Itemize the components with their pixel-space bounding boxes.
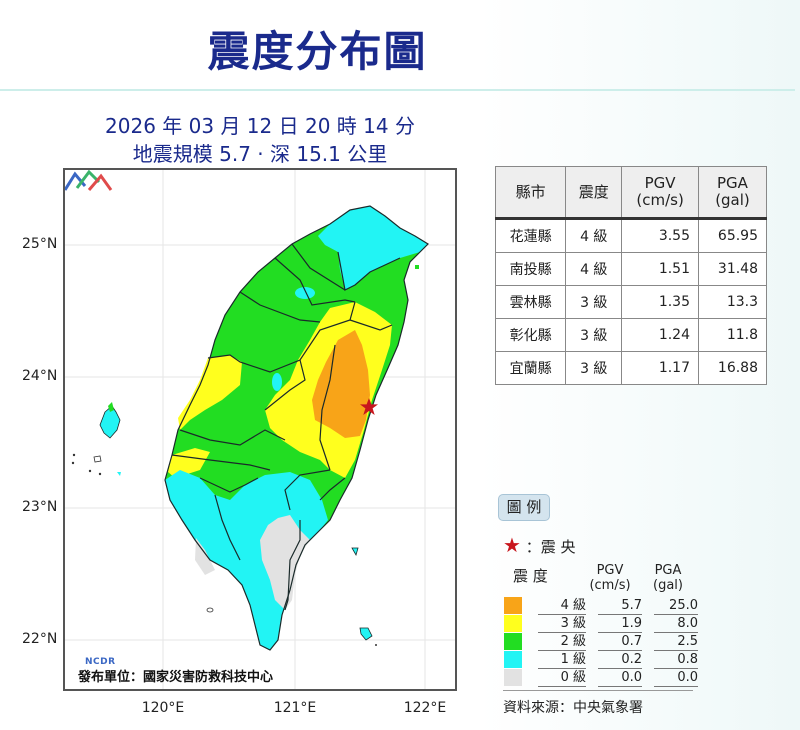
pgv-cell: 1.51 bbox=[621, 252, 699, 286]
legend-row-3: 3 級 1.9 8.0 bbox=[504, 615, 698, 633]
col-pga: PGA (gal) bbox=[697, 166, 768, 220]
lon-label-121: 121°E bbox=[273, 700, 317, 716]
pga-cell: 11.8 bbox=[697, 318, 768, 352]
legend-epicenter-label: ：震 央 bbox=[525, 538, 576, 556]
county-cell: 雲林縣 bbox=[494, 285, 567, 319]
legend-pgv: 0.7 bbox=[598, 633, 642, 651]
lon-label-122: 122°E bbox=[403, 700, 447, 716]
legend-pga: 0.8 bbox=[654, 651, 698, 669]
legend-swatch-orange bbox=[504, 597, 522, 614]
lat-label-23: 23°N bbox=[22, 499, 58, 515]
taiwan-intensity-map bbox=[65, 170, 455, 689]
legend-divider bbox=[503, 690, 693, 691]
epicenter-star-icon bbox=[360, 398, 378, 415]
legend-pgv: 5.7 bbox=[598, 597, 642, 615]
legend-row-4: 4 級 5.7 25.0 bbox=[504, 597, 698, 615]
legend-pgv: 1.9 bbox=[598, 615, 642, 633]
ncdr-logo-icon bbox=[65, 170, 113, 191]
pga-cell: 31.48 bbox=[697, 252, 768, 286]
title-divider bbox=[0, 89, 795, 91]
pgv-cell: 1.24 bbox=[621, 318, 699, 352]
county-intensity-table: 縣市 震度 PGV (cm/s) PGA (gal) 花蓮縣 4 級 3.55 65… bbox=[494, 166, 768, 385]
lat-label-24: 24°N bbox=[22, 368, 58, 384]
table-row: 宜蘭縣 3 級 1.17 16.88 bbox=[494, 351, 768, 385]
intensity-cell: 3 級 bbox=[565, 318, 623, 352]
data-source: 資料來源：中央氣象署 bbox=[503, 700, 643, 716]
pgv-cell: 1.17 bbox=[621, 351, 699, 385]
county-cell: 彰化縣 bbox=[494, 318, 567, 352]
lat-label-25: 25°N bbox=[22, 236, 58, 252]
intensity-cell: 3 級 bbox=[565, 351, 623, 385]
legend-level: 0 級 bbox=[538, 669, 586, 687]
publisher-credit: 發布單位：國家災害防救科技中心 bbox=[78, 670, 274, 685]
event-datetime: 2026 年 03 月 12 日 20 時 14 分 bbox=[105, 114, 415, 138]
legend-swatch-green bbox=[504, 633, 522, 650]
pga-cell: 13.3 bbox=[697, 285, 768, 319]
page-title: 震度分布圖 bbox=[207, 27, 428, 76]
legend-swatch-yellow bbox=[504, 615, 522, 632]
table-row: 彰化縣 3 級 1.24 11.8 bbox=[494, 318, 768, 352]
legend-epicenter: ★ ：震 央 bbox=[503, 533, 576, 557]
county-cell: 花蓮縣 bbox=[494, 218, 567, 253]
legend-pgv: 0.2 bbox=[598, 651, 642, 669]
legend-row-2: 2 級 0.7 2.5 bbox=[504, 633, 698, 651]
pgv-cell: 3.55 bbox=[621, 218, 699, 253]
table-row: 花蓮縣 4 級 3.55 65.95 bbox=[494, 218, 768, 253]
legend-level: 4 級 bbox=[538, 597, 586, 615]
star-icon: ★ bbox=[503, 533, 521, 557]
intensity-cell: 3 級 bbox=[565, 285, 623, 319]
county-cell: 南投縣 bbox=[494, 252, 567, 286]
col-pgv: PGV (cm/s) bbox=[621, 166, 699, 220]
legend-col-pga: PGA (gal) bbox=[653, 563, 683, 593]
legend-pgv: 0.0 bbox=[598, 669, 642, 687]
event-magnitude-depth: 地震規模 5.7 · 深 15.1 公里 bbox=[132, 142, 388, 166]
legend-level: 2 級 bbox=[538, 633, 586, 651]
legend-row-0: 0 級 0.0 0.0 bbox=[504, 669, 698, 687]
intensity-cell: 4 級 bbox=[565, 218, 623, 253]
pgv-cell: 1.35 bbox=[621, 285, 699, 319]
table-row: 雲林縣 3 級 1.35 13.3 bbox=[494, 285, 768, 319]
legend-swatch-grey bbox=[504, 669, 522, 686]
intensity-cell: 4 級 bbox=[565, 252, 623, 286]
pga-cell: 16.88 bbox=[697, 351, 768, 385]
legend-level: 3 級 bbox=[538, 615, 586, 633]
intensity-map[interactable]: NCDR 發布單位：國家災害防救科技中心 bbox=[63, 168, 457, 691]
legend-level: 1 級 bbox=[538, 651, 586, 669]
legend-row-1: 1 級 0.2 0.8 bbox=[504, 651, 698, 669]
legend-col-intensity: 震 度 bbox=[513, 567, 548, 585]
legend-pga: 0.0 bbox=[654, 669, 698, 687]
col-intensity: 震度 bbox=[565, 166, 623, 220]
lon-label-120: 120°E bbox=[141, 700, 185, 716]
table-row: 南投縣 4 級 1.51 31.48 bbox=[494, 252, 768, 286]
pga-cell: 65.95 bbox=[697, 218, 768, 253]
legend-pga: 25.0 bbox=[654, 597, 698, 615]
legend-col-pgv: PGV (cm/s) bbox=[589, 563, 631, 593]
lat-label-22: 22°N bbox=[22, 631, 58, 647]
ncdr-logo-text: NCDR bbox=[85, 657, 116, 667]
county-cell: 宜蘭縣 bbox=[494, 351, 567, 385]
legend-badge: 圖 例 bbox=[498, 494, 550, 521]
legend-swatch-cyan bbox=[504, 651, 522, 668]
col-county: 縣市 bbox=[494, 166, 567, 220]
legend-pga: 2.5 bbox=[654, 633, 698, 651]
legend-pga: 8.0 bbox=[654, 615, 698, 633]
table-header-row: 縣市 震度 PGV (cm/s) PGA (gal) bbox=[494, 166, 768, 220]
